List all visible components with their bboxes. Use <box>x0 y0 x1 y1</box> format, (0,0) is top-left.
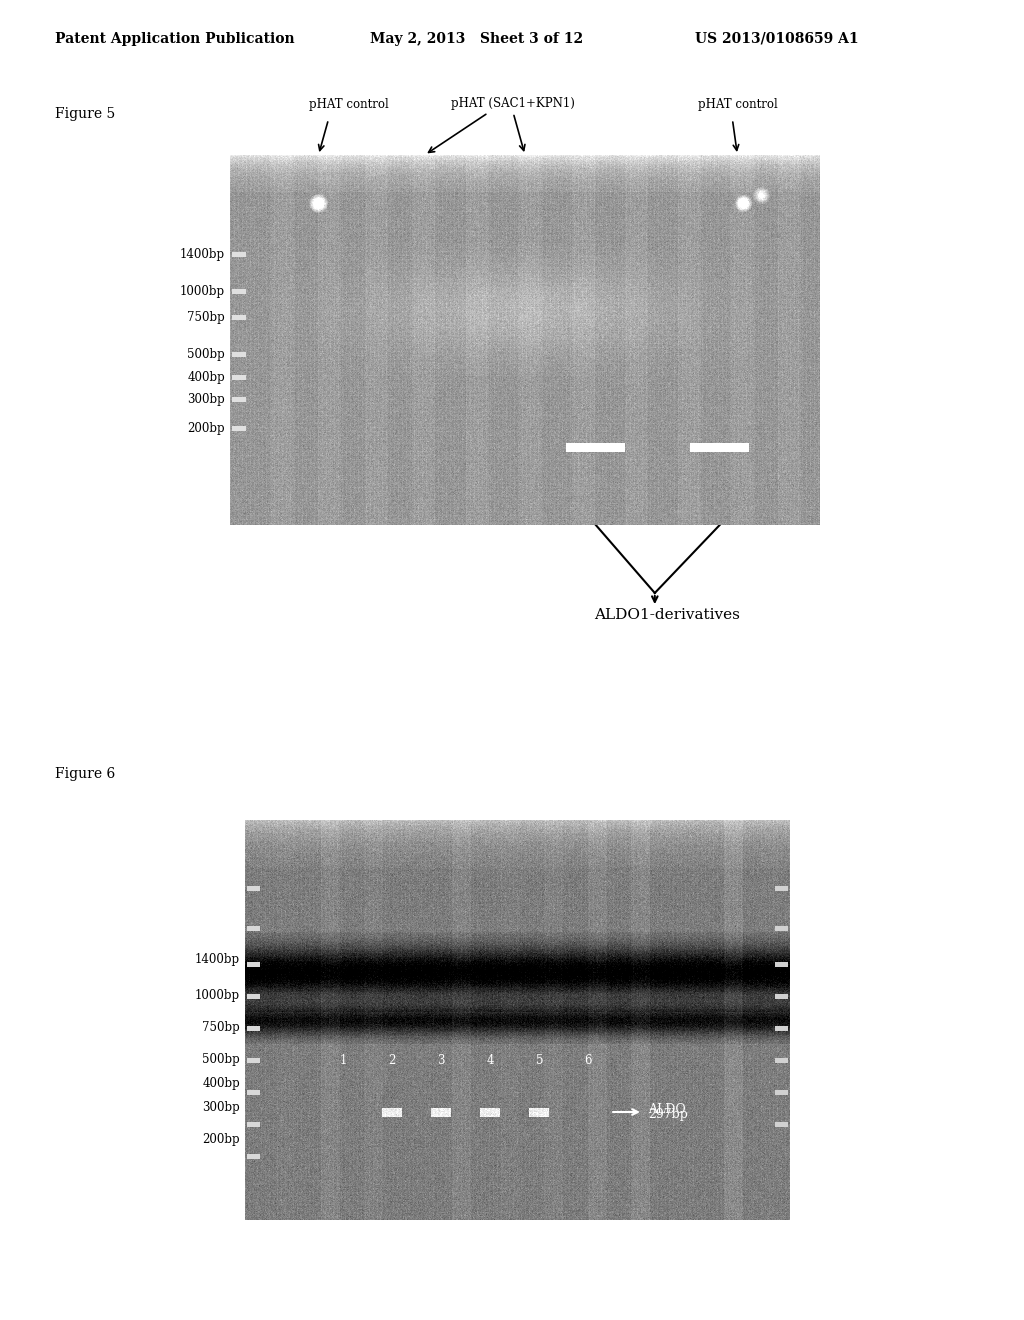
Text: Figure 6: Figure 6 <box>55 767 116 781</box>
Text: 1000bp: 1000bp <box>180 285 225 298</box>
Text: 400bp: 400bp <box>203 1077 240 1090</box>
Text: 1400bp: 1400bp <box>195 953 240 966</box>
Text: 5: 5 <box>536 1053 543 1067</box>
Text: 1: 1 <box>339 1053 347 1067</box>
Text: pHAT control: pHAT control <box>308 98 388 111</box>
Text: 300bp: 300bp <box>187 393 225 405</box>
Text: 300bp: 300bp <box>203 1101 240 1114</box>
Text: 750bp: 750bp <box>187 312 225 325</box>
Text: Patent Application Publication: Patent Application Publication <box>55 32 295 46</box>
Text: 400bp: 400bp <box>187 371 225 384</box>
Text: ALDO1-derivatives: ALDO1-derivatives <box>594 609 739 622</box>
Text: 3: 3 <box>437 1053 445 1067</box>
Text: Figure 5: Figure 5 <box>55 107 116 121</box>
Text: 6: 6 <box>585 1053 592 1067</box>
Text: 500bp: 500bp <box>187 348 225 362</box>
Text: 750bp: 750bp <box>203 1022 240 1035</box>
Text: May 2, 2013   Sheet 3 of 12: May 2, 2013 Sheet 3 of 12 <box>370 32 583 46</box>
Text: US 2013/0108659 A1: US 2013/0108659 A1 <box>695 32 859 46</box>
Text: ALDO: ALDO <box>648 1104 686 1115</box>
Text: 297bp: 297bp <box>648 1107 688 1121</box>
Text: 200bp: 200bp <box>203 1134 240 1147</box>
Text: 4: 4 <box>486 1053 494 1067</box>
Text: pHAT (SAC1+KPN1): pHAT (SAC1+KPN1) <box>452 96 575 110</box>
Text: 500bp: 500bp <box>203 1053 240 1067</box>
Text: 200bp: 200bp <box>187 422 225 436</box>
Text: 1000bp: 1000bp <box>195 990 240 1002</box>
Text: 1400bp: 1400bp <box>180 248 225 261</box>
Text: pHAT control: pHAT control <box>697 98 777 111</box>
Text: 2: 2 <box>388 1053 396 1067</box>
